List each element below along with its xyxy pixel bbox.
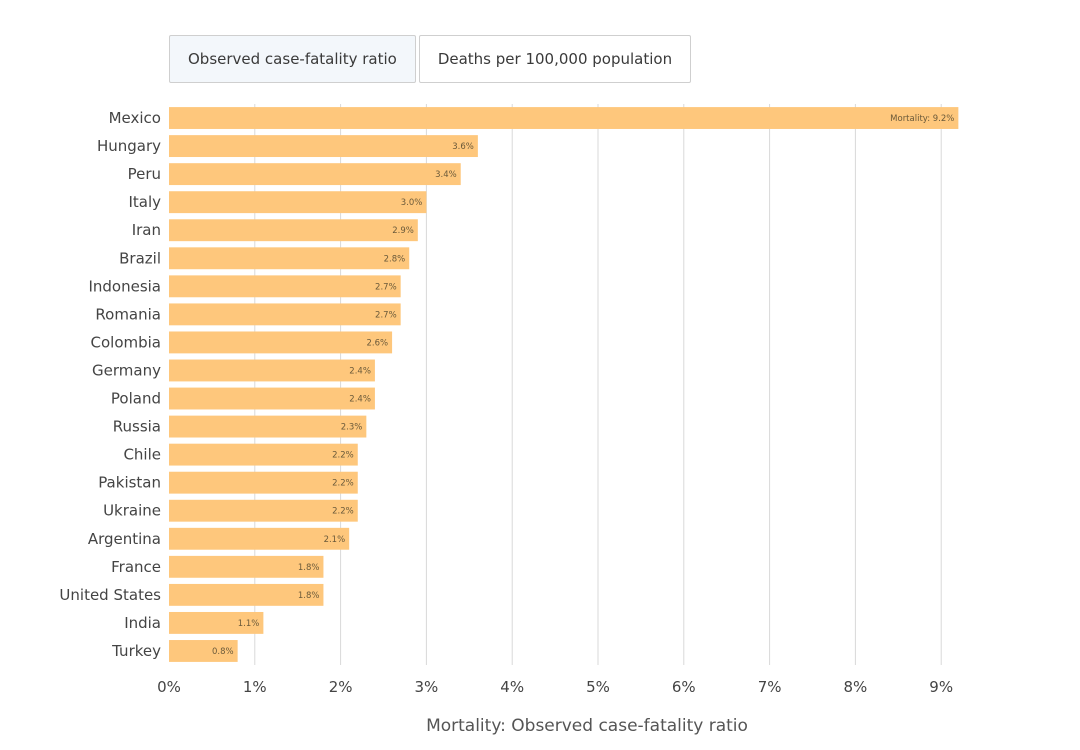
x-tick-label: 4% (500, 678, 524, 696)
bar-value-label: 3.0% (401, 198, 423, 208)
bar-value-label: Mortality: 9.2% (890, 114, 954, 124)
grid-lines (254, 104, 942, 665)
bar-hungary[interactable] (169, 135, 478, 158)
category-label: Germany (92, 361, 161, 379)
bar-italy[interactable] (169, 191, 427, 214)
category-label: United States (59, 586, 161, 604)
bar-mexico[interactable] (169, 107, 959, 129)
x-tick-label: 6% (672, 678, 696, 696)
category-label: Colombia (91, 333, 162, 351)
category-label: Brazil (119, 249, 161, 267)
category-label: Ukraine (103, 502, 161, 520)
bar-value-label: 1.8% (298, 563, 320, 573)
category-label: France (111, 558, 161, 576)
x-tick-label: 8% (844, 678, 868, 696)
bar-poland[interactable] (169, 387, 375, 410)
bar-value-label: 2.7% (375, 282, 397, 292)
tab-deaths-per-100k[interactable]: Deaths per 100,000 population (418, 35, 692, 83)
bar-value-label: 2.2% (332, 451, 354, 461)
x-tick-label: 1% (243, 678, 267, 696)
bar-romania[interactable] (169, 303, 401, 326)
tab-case-fatality-ratio[interactable]: Observed case-fatality ratio (169, 35, 416, 83)
bar-colombia[interactable] (169, 331, 393, 354)
bar-value-label: 2.3% (341, 423, 363, 433)
bar-united-states[interactable] (169, 583, 324, 606)
x-axis-title: Mortality: Observed case-fatality ratio (426, 716, 748, 736)
bar-iran[interactable] (169, 219, 418, 242)
bar-value-label: 1.8% (298, 591, 320, 601)
bar-value-label: 0.8% (212, 647, 234, 657)
bar-value-label: 2.7% (375, 310, 397, 320)
category-label: Poland (111, 390, 161, 408)
category-label: Iran (132, 221, 161, 239)
bar-france[interactable] (169, 555, 324, 578)
x-tick-label: 7% (758, 678, 782, 696)
bar-peru[interactable] (169, 163, 461, 186)
category-label: Peru (128, 165, 161, 183)
bar-germany[interactable] (169, 359, 375, 382)
category-label: Russia (113, 418, 161, 436)
bar-value-label: 3.6% (452, 142, 474, 152)
bars (169, 107, 959, 662)
x-axis-ticks: 0% 1% 2% 3% 4% 5% 6% 7% 8% 9% (157, 678, 953, 696)
data-labels: Mortality: 9.2% 3.6% 3.4% 3.0% 2.9% 2.8% 2.7% 2… (212, 114, 954, 657)
bar-russia[interactable] (169, 415, 367, 438)
category-label: Romania (95, 305, 161, 323)
category-label: Turkey (111, 642, 161, 660)
bar-value-label: 2.1% (324, 535, 346, 545)
bar-brazil[interactable] (169, 247, 410, 270)
bar-india[interactable] (169, 611, 264, 634)
category-label: Argentina (88, 530, 161, 548)
category-label: Chile (123, 446, 161, 464)
x-tick-label: 9% (929, 678, 953, 696)
category-label: Pakistan (98, 474, 161, 492)
category-label: Indonesia (88, 277, 161, 295)
bar-value-label: 2.4% (349, 366, 371, 376)
metric-tabs: Observed case-fatality ratio Deaths per … (169, 35, 694, 83)
category-label: Italy (128, 193, 161, 211)
category-label: India (124, 614, 161, 632)
x-tick-label: 5% (586, 678, 610, 696)
bar-chile[interactable] (169, 443, 358, 466)
bar-value-label: 2.9% (392, 226, 414, 236)
category-label: Mexico (109, 109, 161, 127)
x-tick-label: 0% (157, 678, 181, 696)
bar-value-label: 2.2% (332, 507, 354, 517)
bar-indonesia[interactable] (169, 275, 401, 298)
bar-value-label: 2.8% (384, 254, 406, 264)
category-labels: Mexico Hungary Peru Italy Iran Brazil Indonesi… (59, 109, 161, 660)
bar-value-label: 1.1% (238, 619, 260, 629)
x-tick-label: 3% (415, 678, 439, 696)
bar-value-label: 2.6% (366, 338, 388, 348)
bar-value-label: 3.4% (435, 170, 457, 180)
bar-value-label: 2.2% (332, 479, 354, 489)
bar-turkey[interactable] (169, 640, 238, 662)
bar-argentina[interactable] (169, 527, 350, 550)
bar-ukraine[interactable] (169, 499, 358, 522)
category-label: Hungary (97, 137, 161, 155)
bar-pakistan[interactable] (169, 471, 358, 494)
x-tick-label: 2% (329, 678, 353, 696)
bar-value-label: 2.4% (349, 395, 371, 405)
